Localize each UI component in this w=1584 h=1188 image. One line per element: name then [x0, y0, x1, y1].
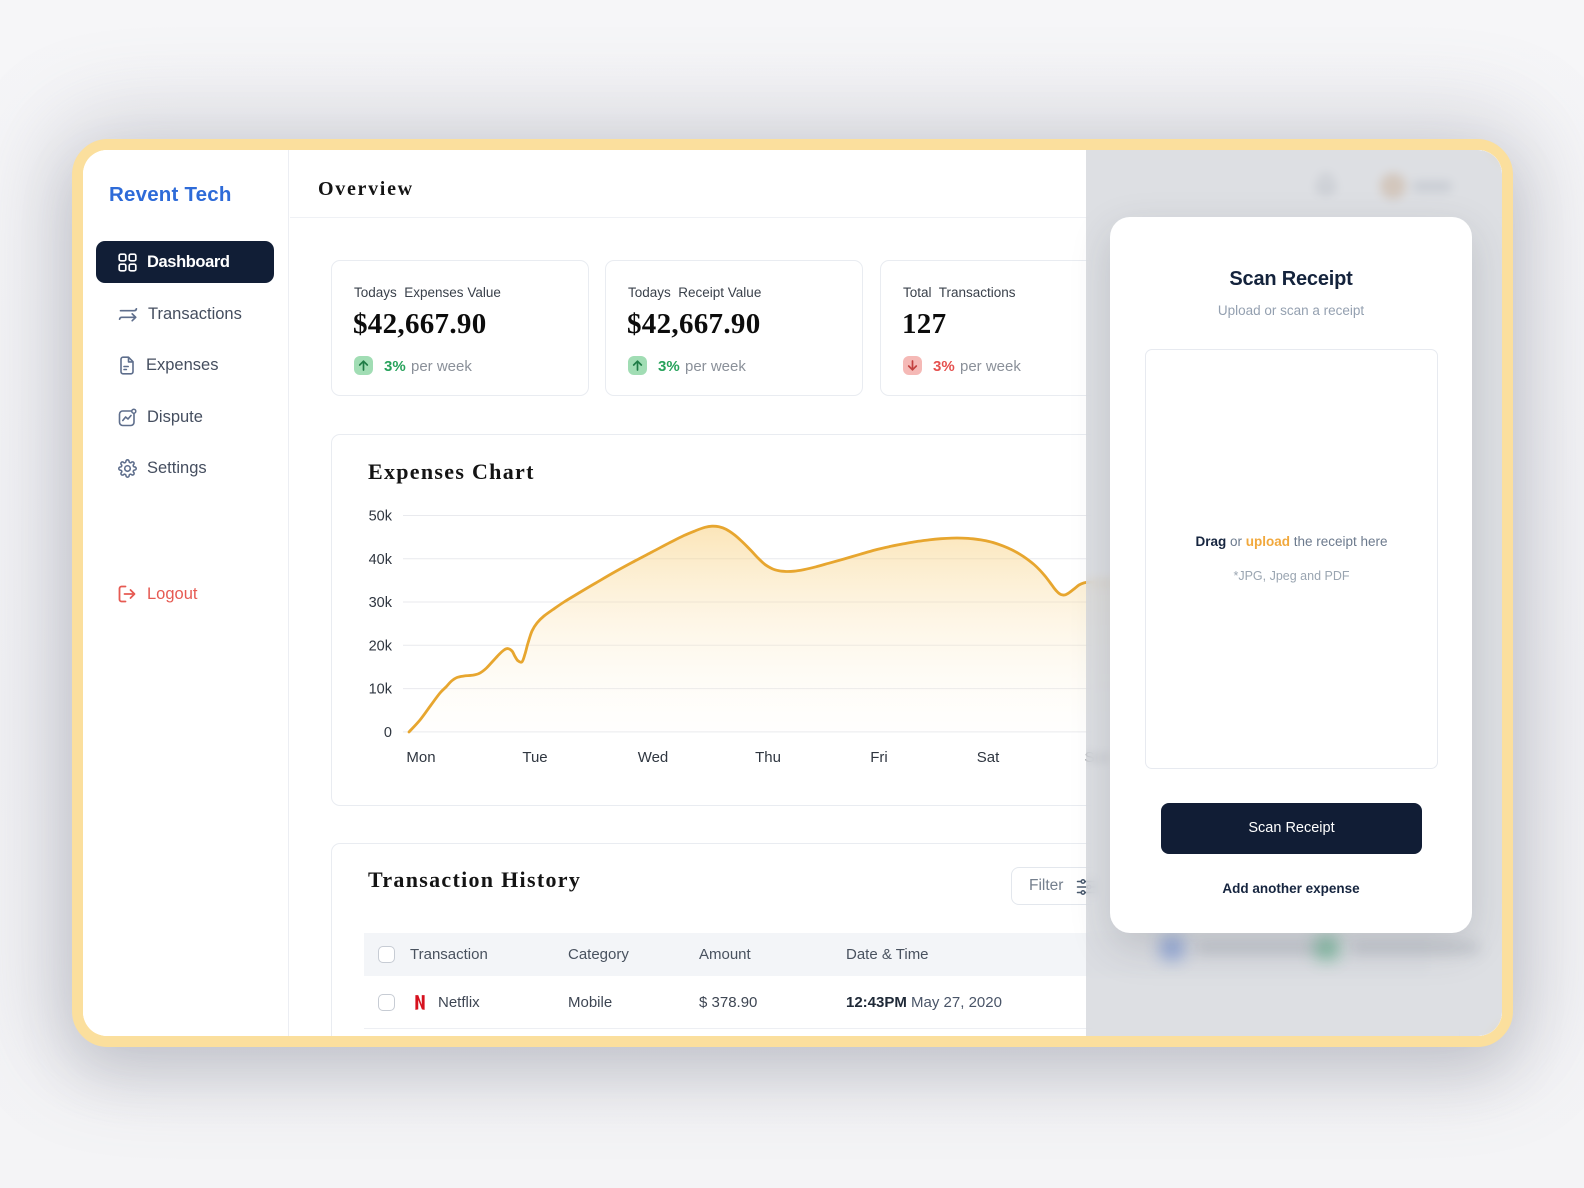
svg-text:30k: 30k: [369, 595, 393, 611]
svg-text:Tue: Tue: [522, 749, 547, 766]
svg-text:Fri: Fri: [870, 749, 888, 766]
svg-text:Wed: Wed: [638, 749, 669, 766]
svg-text:50k: 50k: [369, 509, 393, 525]
svg-text:Mon: Mon: [406, 749, 435, 766]
svg-text:20k: 20k: [369, 638, 393, 654]
svg-text:Thu: Thu: [755, 749, 781, 766]
svg-text:40k: 40k: [369, 552, 393, 568]
svg-text:0: 0: [384, 725, 392, 741]
svg-text:Sat: Sat: [977, 749, 1000, 766]
svg-text:10k: 10k: [369, 682, 393, 698]
